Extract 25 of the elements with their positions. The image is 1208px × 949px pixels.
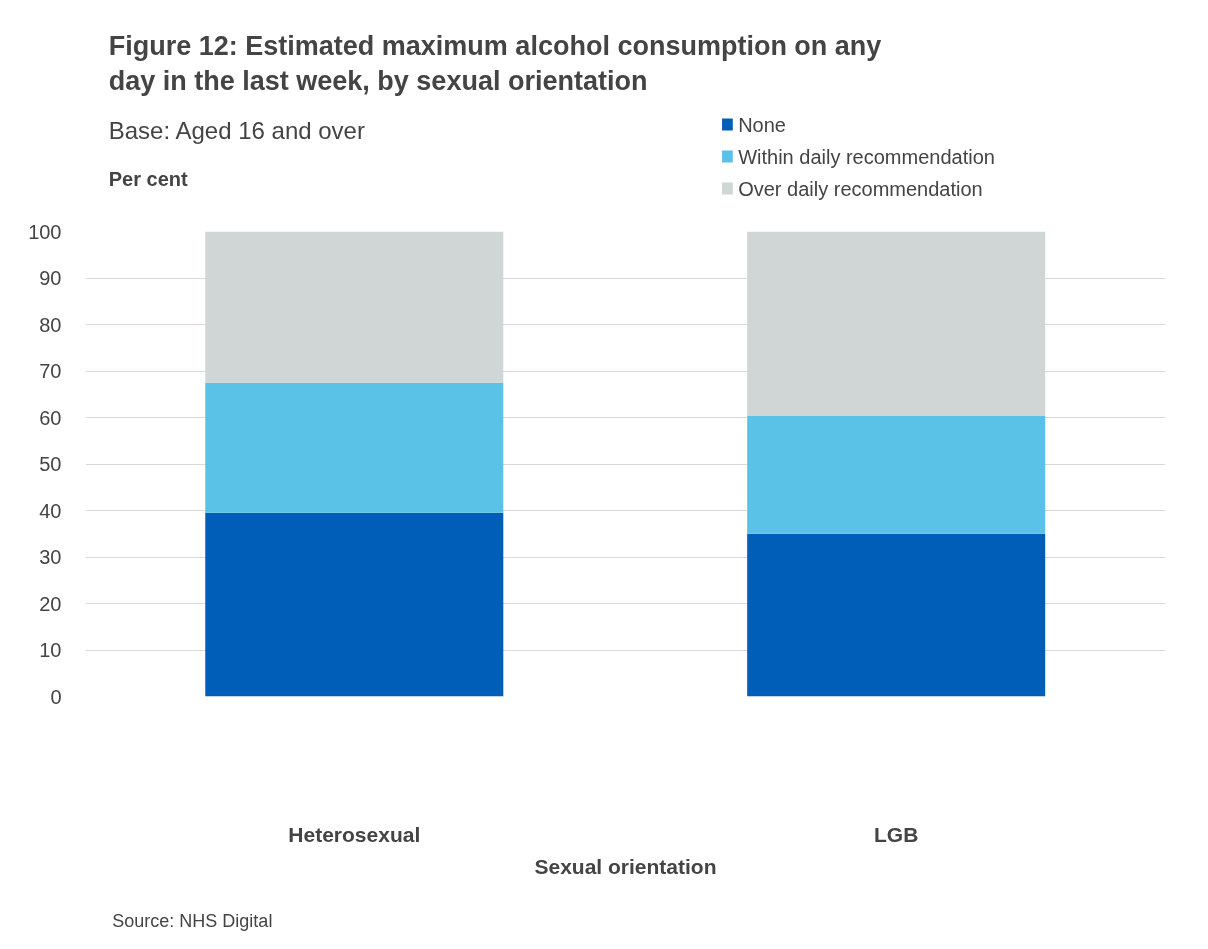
y-tick-label: 0 xyxy=(50,685,62,708)
y-tick-label: 20 xyxy=(39,592,62,615)
chart-subtitle: Base: Aged 16 and over xyxy=(108,116,365,144)
legend-label: Within daily recommendation xyxy=(738,145,995,168)
bar xyxy=(747,533,1046,697)
bar xyxy=(205,512,504,697)
y-tick-label: 60 xyxy=(39,406,62,429)
y-tick-label: 30 xyxy=(39,546,62,568)
y-tick-label: 50 xyxy=(39,453,62,475)
legend-label: Over daily recommendation xyxy=(738,177,983,200)
chart-title: Figure 12: Estimated maximum alcohol consumption on any day in the last week, by sexual orientation xyxy=(108,30,882,96)
bar xyxy=(205,382,504,513)
x-axis-title: Sexual orientation xyxy=(534,854,717,878)
x-tick-label: LGB xyxy=(874,822,919,846)
y-axis-title: Per cent xyxy=(108,167,189,190)
bar xyxy=(747,416,1046,534)
y-tick-label: 40 xyxy=(39,499,62,522)
y-tick-label: 100 xyxy=(28,220,62,243)
y-tick-label: 10 xyxy=(39,639,62,661)
y-tick-label: 90 xyxy=(39,267,62,289)
y-tick-label: 70 xyxy=(39,360,62,382)
y-tick-label: 80 xyxy=(39,313,62,336)
source-note: Source: NHS Digital xyxy=(112,910,273,931)
x-tick-label: Heterosexual xyxy=(288,822,421,846)
legend-label: None xyxy=(738,113,786,136)
